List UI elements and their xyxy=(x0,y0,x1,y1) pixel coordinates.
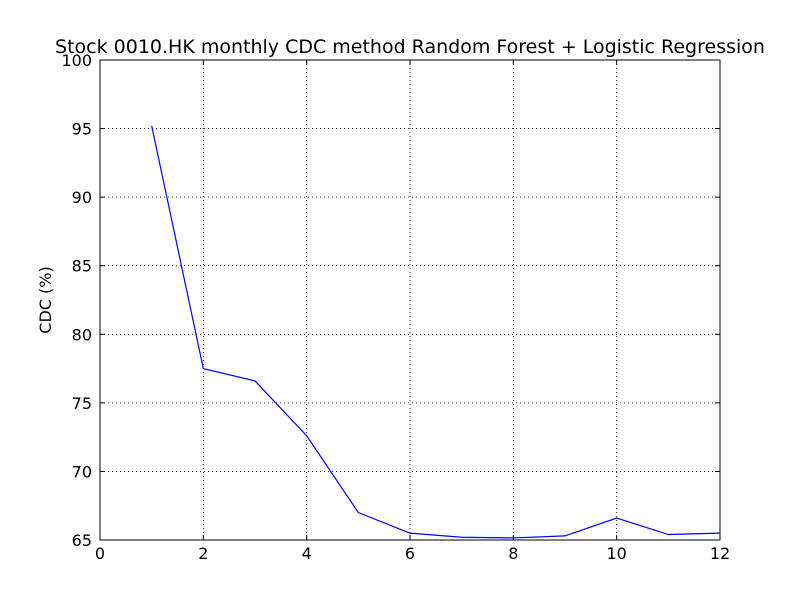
y-tick-label: 95 xyxy=(72,120,92,139)
tick-labels: 0 2 4 6 8 10 12 65 70 75 80 85 90 95 100 xyxy=(61,51,730,563)
y-tick-label: 100 xyxy=(61,51,92,70)
y-tick-label: 70 xyxy=(72,462,92,481)
x-tick-label: 6 xyxy=(405,544,415,563)
y-tick-label: 90 xyxy=(72,188,92,207)
x-tick-label: 0 xyxy=(95,544,105,563)
y-tick-label: 75 xyxy=(72,394,92,413)
chart-title: Stock 0010.HK monthly CDC method Random … xyxy=(55,36,765,58)
x-tick-label: 12 xyxy=(710,544,730,563)
grid-lines xyxy=(100,60,720,540)
x-tick-label: 4 xyxy=(302,544,312,563)
plot-frame xyxy=(99,59,721,541)
x-tick-label: 2 xyxy=(198,544,208,563)
y-tick-label: 80 xyxy=(72,325,92,344)
x-tick-label: 8 xyxy=(508,544,518,563)
y-tick-label: 65 xyxy=(72,531,92,550)
x-tick-label: 10 xyxy=(606,544,626,563)
y-axis-label: CDC (%) xyxy=(36,266,55,333)
y-tick-label: 85 xyxy=(72,257,92,276)
series-group xyxy=(151,125,721,539)
series-line xyxy=(151,125,721,539)
